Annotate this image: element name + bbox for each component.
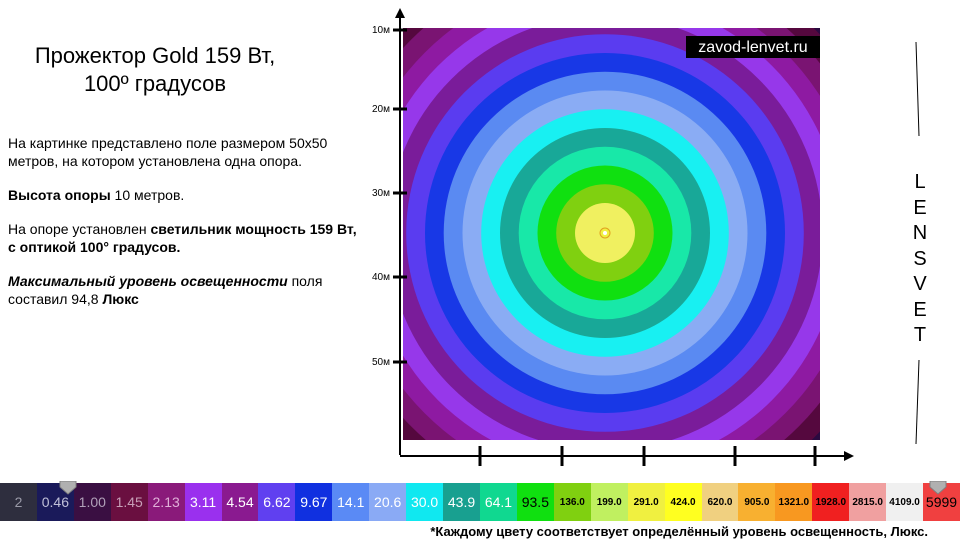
brand-top-line	[915, 41, 920, 137]
legend-swatch: 4.54	[221, 483, 259, 521]
y-tick-label: 10м	[372, 25, 390, 36]
brand-letter: E	[913, 196, 927, 219]
description: На картинке представлено поле размером 5…	[8, 134, 358, 324]
legend-swatch: 136.0	[553, 483, 591, 521]
legend-swatch: 2.13	[147, 483, 185, 521]
legend-swatch: 1.00	[73, 483, 111, 521]
legend-swatch: 30.0	[406, 483, 444, 521]
legend-swatch: 291.0	[627, 483, 665, 521]
y-axis-ticks: 10м 20м 30м 40м 50м	[372, 25, 407, 368]
max-illuminance-label: Максимальный уровень освещенности	[8, 273, 288, 289]
legend-swatch: 2	[0, 483, 37, 521]
illuminance-rings	[403, 28, 820, 440]
x-axis-arrow-icon	[844, 451, 854, 461]
legend-swatch: 1321.0	[775, 483, 813, 521]
y-tick-label: 50м	[372, 357, 390, 368]
brand-letter: T	[913, 324, 927, 346]
legend-swatch: 4109.0	[886, 483, 924, 521]
max-illuminance-value: поля составил 94,8	[8, 273, 323, 307]
fixture-spec: светильник мощность 159 Вт, с оптикой 10…	[8, 221, 357, 255]
legend-swatch: 905.0	[738, 483, 776, 521]
page-title: Прожектор Gold 159 Вт, 100º градусов	[0, 42, 310, 98]
lux-unit: Люкс	[102, 291, 139, 307]
legend-swatch: 620.0	[701, 483, 739, 521]
brand-letter: E	[913, 298, 927, 321]
legend-swatch: 20.6	[369, 483, 407, 521]
legend-swatch: 9.67	[295, 483, 333, 521]
legend-swatch: 424.0	[664, 483, 702, 521]
legend-swatch: 64.1	[479, 483, 517, 521]
title-line-2: 100º градусов	[83, 71, 227, 96]
legend-left-slider-icon[interactable]	[58, 481, 78, 495]
fixture-intro: На опоре установлен	[8, 221, 151, 237]
site-label: zavod-lenvet.ru	[698, 39, 807, 56]
brand-letter: L	[914, 171, 926, 193]
pole-height-label: Высота опоры	[8, 187, 111, 203]
legend-footnote: *Каждому цвету соответствует определённы…	[430, 524, 928, 539]
light-source-core	[603, 231, 607, 235]
legend-swatch: 1.45	[110, 483, 148, 521]
brand-letter: N	[912, 222, 928, 244]
y-tick-label: 40м	[372, 272, 390, 283]
legend-swatch: 2815.0	[849, 483, 887, 521]
legend-swatch: 43.9	[443, 483, 480, 521]
desc-paragraph-1: На картинке представлено поле размером 5…	[8, 135, 328, 169]
legend-right-slider-icon[interactable]	[928, 481, 948, 495]
legend-swatch: 6.62	[258, 483, 296, 521]
y-tick-label: 30м	[372, 188, 390, 199]
illuminance-legend: 2 0.46 1.00 1.45 2.13 3.11 4.54 6.62 9.67 14.1 20.…	[0, 481, 960, 521]
y-axis-arrow-icon	[395, 8, 405, 18]
legend-swatch: 93.5	[516, 483, 554, 521]
title-line-1: Прожектор Gold 159 Вт,	[34, 43, 276, 68]
brand-bottom-line	[915, 359, 920, 445]
desc-paragraph-2: Высота опоры 10 метров.	[8, 186, 358, 204]
legend-swatch: 1928.0	[812, 483, 850, 521]
desc-paragraph-4: Максимальный уровень освещенности поля с…	[8, 272, 358, 308]
pole-height-value: 10 метров.	[110, 187, 185, 203]
site-label-bg	[686, 36, 820, 58]
y-tick-label: 20м	[372, 104, 390, 115]
legend-swatch: 14.1	[332, 483, 370, 521]
brand-letter: S	[913, 247, 927, 270]
desc-paragraph-3: На опоре установлен светильник мощность …	[8, 220, 358, 256]
legend-swatch: 3.11	[184, 483, 222, 521]
legend-swatch: 199.0	[590, 483, 628, 521]
brand-letter: V	[913, 273, 927, 295]
